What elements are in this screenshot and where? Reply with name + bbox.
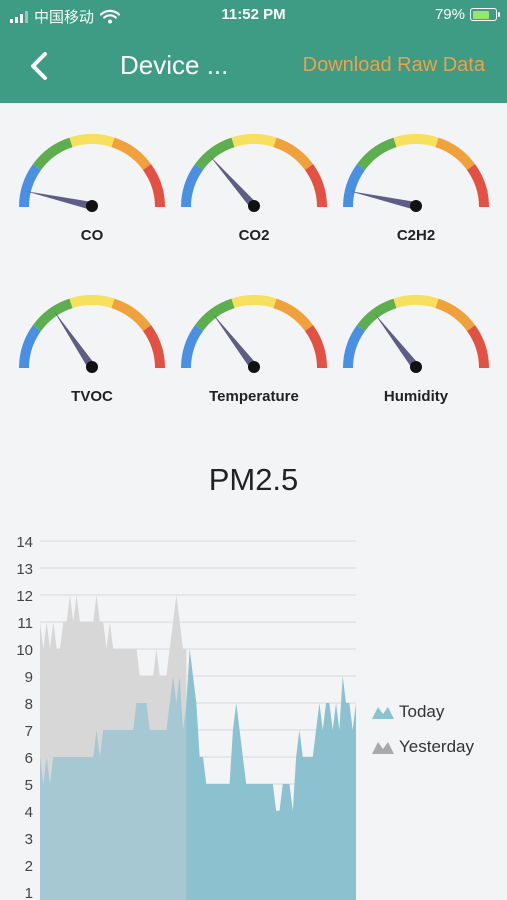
gauge-segment <box>194 137 235 171</box>
gauge-dial <box>343 134 489 212</box>
gauge-segment <box>69 134 115 148</box>
gauge-pivot <box>248 361 260 373</box>
gauge-needle <box>349 191 417 210</box>
battery-percent: 79% <box>434 6 465 23</box>
legend-today-icon <box>372 707 394 719</box>
gauge-c2h2: C2H2 <box>341 130 491 250</box>
gauge-segment <box>466 164 489 208</box>
download-raw-data-button[interactable]: Download Raw Data <box>302 54 485 76</box>
y-tick-label: 6 <box>25 750 33 767</box>
carrier-info: 中国移动 <box>10 6 121 27</box>
chart-title: PM2.5 <box>208 462 299 497</box>
signal-icon <box>10 10 28 23</box>
gauge-co: CO <box>17 130 167 250</box>
legend-yesterday[interactable]: Yesterday <box>372 737 474 757</box>
gauge-segment <box>435 137 476 171</box>
gauge-dial <box>19 134 165 212</box>
gauge-segment <box>393 134 439 148</box>
y-tick-label: 5 <box>25 777 33 794</box>
gauge-needle <box>53 310 96 370</box>
gauge-needle <box>374 313 420 370</box>
gauge-label: TVOC <box>71 388 113 405</box>
gauge-segment <box>69 295 115 309</box>
gauge-humidity: Humidity <box>341 291 491 411</box>
gauge-dial <box>343 295 489 373</box>
status-time: 11:52 PM <box>221 6 286 23</box>
gauge-dial <box>181 295 327 373</box>
gauge-segment <box>142 325 165 369</box>
y-tick-label: 9 <box>25 669 33 686</box>
gauge-segment <box>32 298 73 332</box>
gauge-segment <box>466 325 489 369</box>
gauge-label: CO <box>80 227 104 244</box>
gauge-segment <box>194 298 235 332</box>
gauge-needle <box>209 154 258 209</box>
y-tick-label: 4 <box>25 804 33 821</box>
legend-today[interactable]: Today <box>372 702 444 722</box>
gauge-needle <box>25 191 93 210</box>
gauge-label: CO2 <box>238 227 270 244</box>
gauge-dial <box>181 134 327 212</box>
battery-status: 79% <box>434 6 500 23</box>
gauge-segment <box>32 137 73 171</box>
gauge-pivot <box>410 200 422 212</box>
gauge-segment <box>343 164 366 208</box>
pm25-chart: 1 2 3 4 5 6 7 8 9 10 11 12 13 14 Today Yesterday <box>0 520 507 900</box>
gauge-tvoc: TVOC <box>17 291 167 411</box>
gauge-segment <box>181 325 204 369</box>
y-tick-label: 1 <box>25 885 33 900</box>
gauge-segment <box>231 134 277 148</box>
wifi-icon <box>100 9 121 24</box>
battery-icon <box>470 8 500 21</box>
y-tick-label: 12 <box>16 588 33 605</box>
gauge-segment <box>343 325 366 369</box>
gauge-needle <box>212 313 258 370</box>
app-header: 中国移动 11:52 PM 79% Device ... Download Ra… <box>0 0 507 103</box>
gauge-segment <box>231 295 277 309</box>
gauge-dial <box>19 295 165 373</box>
gauge-segment <box>111 137 152 171</box>
page-title: Device ... <box>120 50 229 80</box>
gauge-segment <box>356 298 397 332</box>
series-yesterday-overlay <box>40 595 187 900</box>
gauge-segment <box>273 137 314 171</box>
gauge-label: Humidity <box>383 388 449 405</box>
gauge-co2: CO2 <box>179 130 329 250</box>
gauge-pivot <box>410 361 422 373</box>
y-tick-label: 2 <box>25 858 33 875</box>
gauge-segment <box>273 298 314 332</box>
gauge-segment <box>19 164 42 208</box>
gauge-segment <box>356 137 397 171</box>
carrier-name: 中国移动 <box>34 9 95 26</box>
y-tick-label: 7 <box>25 723 33 740</box>
gauge-segment <box>142 164 165 208</box>
gauge-segment <box>19 325 42 369</box>
legend-today-label: Today <box>399 702 445 721</box>
legend-yesterday-icon <box>372 742 394 754</box>
y-tick-label: 10 <box>16 642 33 659</box>
y-tick-label: 3 <box>25 831 33 848</box>
y-tick-label: 8 <box>25 696 33 713</box>
gauge-segment <box>111 298 152 332</box>
y-tick-label: 13 <box>16 561 33 578</box>
y-tick-label: 14 <box>16 534 33 551</box>
gauge-pivot <box>86 200 98 212</box>
gauge-pivot <box>86 361 98 373</box>
status-bar: 中国移动 11:52 PM 79% <box>0 0 507 30</box>
gauge-label: Temperature <box>209 388 299 405</box>
gauge-temperature: Temperature <box>179 291 329 411</box>
gauge-segment <box>393 295 439 309</box>
chevron-left-icon <box>31 52 47 80</box>
gauge-pivot <box>248 200 260 212</box>
y-tick-label: 11 <box>17 615 33 632</box>
gauge-segment <box>304 325 327 369</box>
series-today-area <box>40 649 356 900</box>
gauge-segment <box>304 164 327 208</box>
gauge-label: C2H2 <box>396 227 436 244</box>
legend-yesterday-label: Yesterday <box>399 737 474 756</box>
gauge-segment <box>435 298 476 332</box>
gauge-segment <box>181 164 204 208</box>
back-button[interactable] <box>24 48 58 84</box>
